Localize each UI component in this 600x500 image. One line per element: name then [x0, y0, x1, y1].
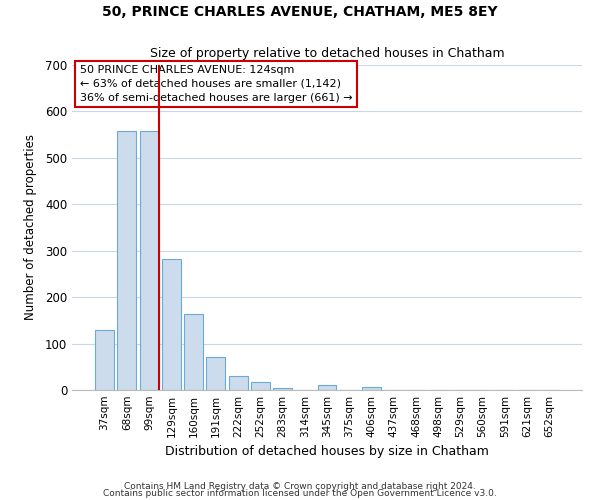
Text: Contains HM Land Registry data © Crown copyright and database right 2024.: Contains HM Land Registry data © Crown c… — [124, 482, 476, 491]
Bar — [140, 131, 158, 390]
Bar — [184, 314, 203, 390]
Bar — [95, 330, 114, 390]
Bar — [362, 387, 381, 390]
Text: 50 PRINCE CHARLES AVENUE: 124sqm
← 63% of detached houses are smaller (1,142)
36: 50 PRINCE CHARLES AVENUE: 124sqm ← 63% o… — [80, 65, 352, 103]
Bar — [118, 131, 136, 390]
Text: Contains public sector information licensed under the Open Government Licence v3: Contains public sector information licen… — [103, 490, 497, 498]
Bar — [251, 382, 270, 390]
Bar — [273, 388, 292, 390]
Bar — [206, 356, 225, 390]
X-axis label: Distribution of detached houses by size in Chatham: Distribution of detached houses by size … — [165, 446, 489, 458]
Bar — [229, 376, 248, 390]
Title: Size of property relative to detached houses in Chatham: Size of property relative to detached ho… — [149, 46, 505, 60]
Text: 50, PRINCE CHARLES AVENUE, CHATHAM, ME5 8EY: 50, PRINCE CHARLES AVENUE, CHATHAM, ME5 … — [102, 5, 498, 19]
Bar — [162, 258, 181, 390]
Y-axis label: Number of detached properties: Number of detached properties — [23, 134, 37, 320]
Bar — [317, 386, 337, 390]
